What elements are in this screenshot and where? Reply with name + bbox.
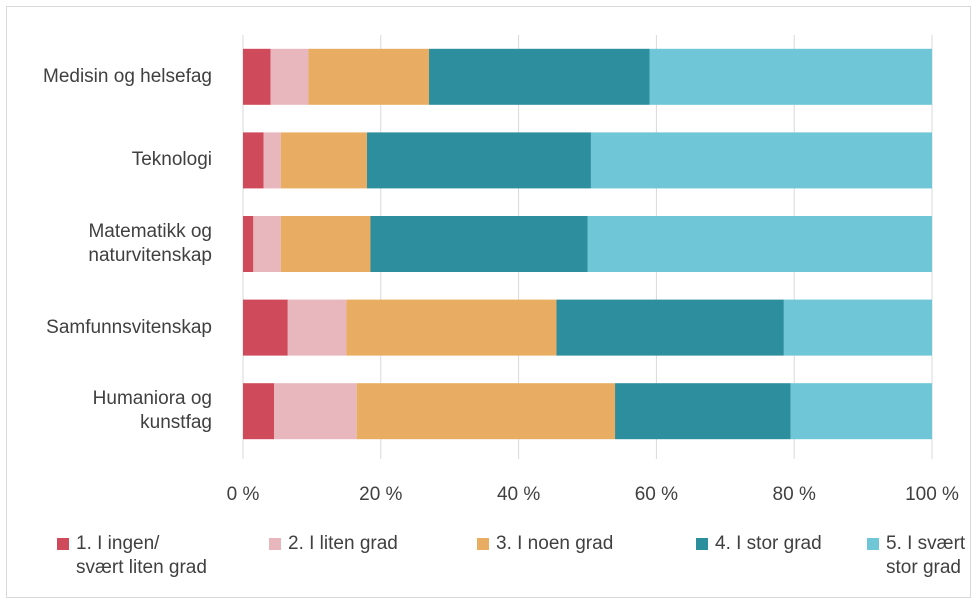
category-label: Samfunnsvitenskap [46,316,212,338]
category-label: Teknologi [131,149,212,171]
chart-svg [242,35,933,459]
bar-segment [790,383,932,440]
bar-segment [274,383,357,440]
legend-item: 2. I liten grad [269,532,398,556]
bar-segment [243,299,288,356]
legend-label: 1. I ingen/ svært liten grad [76,533,207,578]
legend-label: 4. I stor grad [715,533,822,554]
bar-segment [370,216,588,272]
bar-segment [270,48,309,105]
bar-segment [263,132,281,189]
bar-segment [556,299,784,356]
bar-segment [243,216,254,272]
bar-segment [287,299,347,356]
legend-swatch [269,538,281,550]
x-tick-label: 100 % [905,484,959,505]
bar-segment [783,299,932,356]
x-tick-label: 40 % [496,484,541,505]
legend-label: 2. I liten grad [288,533,398,554]
bar-segment [429,48,650,105]
bar-segment [243,132,264,189]
bar-segment [243,383,275,440]
bar-segment [346,299,557,356]
legend-swatch [867,538,879,550]
legend-swatch [696,538,708,550]
legend-item: 5. I svært stor grad [867,532,965,580]
x-tick-label: 0 % [226,484,260,505]
category-label: Humaniora og kunstfag [92,388,212,434]
bar-segment [356,383,616,440]
legend-label: 3. I noen grad [496,533,614,554]
legend-swatch [477,538,489,550]
category-label: Medisin og helsefag [43,65,212,87]
legend-item: 4. I stor grad [696,532,822,556]
x-tick-label: 20 % [359,484,403,505]
bar-segment [253,216,281,272]
bar-segment [367,132,591,189]
bar-segment [590,132,932,189]
legend-label: 5. I svært stor grad [886,533,966,578]
bar-segment [280,216,371,272]
chart-frame: Medisin og helsefag Teknologi Matematikk o… [6,6,971,598]
bar-segment [615,383,791,440]
legend-item: 3. I noen grad [477,532,613,556]
category-label: Matematikk og naturvitenskap [88,221,212,266]
bar-segment [587,216,932,272]
x-tick-label: 80 % [772,484,816,505]
bar-segment [308,48,430,105]
bar-segment [243,48,271,105]
legend-swatch [57,538,69,550]
bar-segment [649,48,932,105]
x-tick-label: 60 % [634,484,679,505]
legend-item: 1. I ingen/ svært liten grad [57,532,207,580]
bar-segment [280,132,368,189]
